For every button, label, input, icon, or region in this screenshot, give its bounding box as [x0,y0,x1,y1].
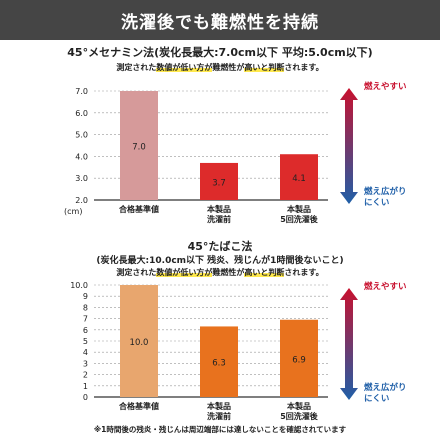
y-tick-label: 4 [83,348,88,357]
y-tick-label: 8 [83,303,88,312]
header-title: 洗濯後でも難燃性を持続 [121,12,319,33]
data-label: 10.0 [130,338,149,348]
category-label: 合格基準値 [118,401,159,411]
chart2-note-mid: 難燃性が [212,268,245,277]
arrow-top-label: 燃えやすい [364,81,407,92]
chart2-note-highlight-1: 数値が低い方が [156,268,213,277]
y-tick-label: 6 [83,326,88,335]
chart1-title-line: 45°メセナミン法(炭化長最大:7.0cm以下 平均:5.0cm以下) [0,44,440,60]
chart1-note-post: されます。 [284,63,324,72]
y-tick-label: 2 [83,371,88,380]
chart2-note-pre: 測定された [116,268,157,277]
chart2-note-post: されます。 [284,268,324,277]
y-tick-label: 10.0 [70,281,88,290]
arrow-bottom-label: 燃え広がり [364,186,407,197]
bar [120,285,158,397]
category-label: 本製品 [286,401,311,411]
y-tick-label: 0 [83,393,88,402]
y-tick-label: 2.0 [75,196,88,205]
bar [280,154,318,200]
data-label: 4.1 [292,174,306,184]
y-tick-label: 5 [83,337,88,346]
y-tick-label: 1 [83,382,88,391]
y-tick-label: 9 [83,292,88,301]
arrow-top-label: 燃えやすい [364,281,407,292]
bar [280,319,318,397]
arrow-bottom-label: 燃え広がり [364,382,407,393]
chart2-note-highlight-2: 高いと判断 [244,268,285,277]
bar [200,326,238,397]
direction-arrow-icon [340,88,358,204]
chart2-title: 45°たばこ法 [187,240,253,253]
header-banner: 洗濯後でも難燃性を持続 [0,0,440,40]
y-tick-label: 7 [83,315,88,324]
y-tick-label: 3.0 [75,174,88,183]
chart1-note-pre: 測定された [116,63,157,72]
category-label: 5回洗濯後 [280,214,319,224]
chart1-note-mid: 難燃性が [212,63,245,72]
category-label: 5回洗濯後 [280,411,319,421]
chart2-note: 測定された数値が低い方が難燃性が高いと判断されます。 [0,267,440,278]
chart2-subtitle-line: (炭化長最大:10.0cm以下 残炎、残じんが1時間後ないこと) [0,253,440,266]
y-tick-label: 7.0 [75,87,88,96]
chart1-title: 45°メセナミン法 [67,46,155,59]
category-label: 合格基準値 [118,204,159,214]
y-tick-label: 3 [83,359,88,368]
category-label: 本製品 [286,204,311,214]
data-label: 6.3 [212,359,226,369]
data-label: 3.7 [212,178,226,188]
chart1-note: 測定された数値が低い方が難燃性が高いと判断されます。 [0,62,440,73]
chart1-svg: 7.06.05.04.03.02.0(cm)7.0合格基準値3.7本製品洗濯前4… [64,81,407,224]
data-label: 6.9 [292,355,306,365]
bar [200,162,238,200]
category-label: 洗濯前 [207,214,231,224]
category-label: 洗濯前 [207,411,231,421]
y-axis-label: (cm) [64,207,82,216]
category-label: 本製品 [206,401,231,411]
footnote: ※1時間後の残炎・残じんは周辺端部には達しないことを確認されています [93,425,347,434]
y-tick-label: 4.0 [75,152,88,161]
arrow-bottom-label: にくい [364,198,389,208]
chart1-subtitle: (炭化長最大:7.0cm以下 平均:5.0cm以下) [154,46,373,59]
chart2-title-line: 45°たばこ法 [0,238,440,254]
chart1-note-highlight-2: 高いと判断 [244,63,285,72]
y-tick-label: 6.0 [75,109,88,118]
category-label: 本製品 [206,204,231,214]
direction-arrow-icon [340,288,358,400]
chart2-subtitle: (炭化長最大:10.0cm以下 残炎、残じんが1時間後ないこと) [96,256,344,266]
chart2-svg: 10.0987654321010.0合格基準値6.3本製品洗濯前6.9本製品5回… [70,281,407,421]
chart1-note-highlight-1: 数値が低い方が [156,63,213,72]
arrow-bottom-label: にくい [364,394,389,404]
bar [120,91,158,200]
data-label: 7.0 [132,143,146,153]
y-tick-label: 5.0 [75,131,88,140]
